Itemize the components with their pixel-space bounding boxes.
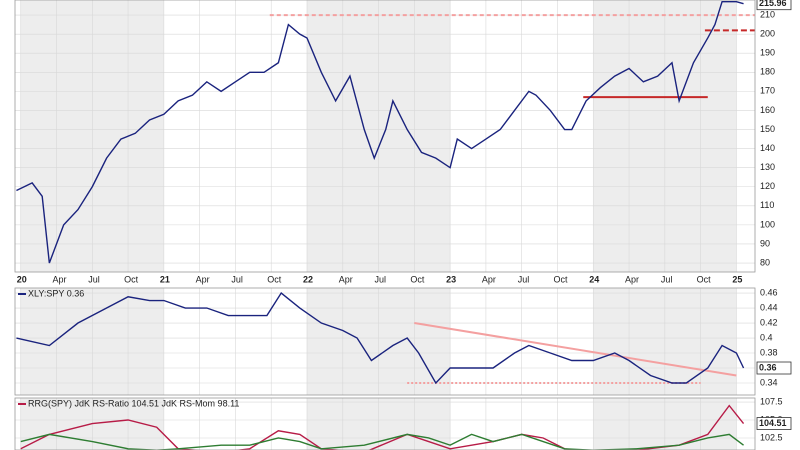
y-tick-label: 0.42 [760, 317, 778, 327]
y-tick-label: 90 [760, 238, 770, 248]
x-tick-label: 24 [589, 274, 599, 284]
y-tick-label: 102.5 [760, 432, 783, 442]
plot-area [15, 288, 755, 395]
x-tick-label: Jul [88, 274, 100, 284]
plot-area [15, 0, 755, 272]
x-tick-label: Jul [375, 274, 387, 284]
panel-title: RRG(SPY) JdK RS-Ratio 104.51 JdK RS-Mom … [28, 398, 239, 408]
panel-border [14, 0, 756, 273]
y-tick-label: 150 [760, 124, 775, 134]
y-tick-label: 210 [760, 9, 775, 19]
series-line [16, 291, 745, 385]
last-value-box [756, 0, 792, 11]
x-tick-label: Apr [196, 274, 210, 284]
x-tick-label: 22 [303, 274, 313, 284]
y-tick-label: 0.34 [760, 377, 778, 387]
x-tick-label: Apr [625, 274, 639, 284]
y-tick-label: 0.4 [760, 332, 773, 342]
x-tick-label: Apr [53, 274, 67, 284]
x-tick-label: Oct [697, 274, 712, 284]
y-tick-label: 120 [760, 181, 775, 191]
last-value-label: 104.51 [759, 418, 787, 428]
x-tick-label: Oct [267, 274, 282, 284]
x-tick-label: Jul [231, 274, 243, 284]
last-value-box [756, 417, 792, 430]
y-tick-label: 0.38 [760, 347, 778, 357]
y-tick-label: 170 [760, 86, 775, 96]
y-tick-label: 107.5 [760, 396, 783, 406]
x-tick-label: Apr [482, 274, 496, 284]
y-tick-label: 100 [760, 219, 775, 229]
x-tick-label: 23 [446, 274, 456, 284]
y-tick-label: 110 [760, 200, 774, 210]
x-tick-label: Jul [661, 274, 673, 284]
y-tick-label: 140 [760, 143, 775, 153]
y-tick-label: 0.44 [760, 302, 778, 312]
y-tick-label: 130 [760, 162, 775, 172]
x-tick-label: Oct [553, 274, 568, 284]
x-tick-label: Oct [410, 274, 425, 284]
x-tick-label: Apr [339, 274, 353, 284]
y-tick-label: 0.46 [760, 287, 778, 297]
y-tick-label: 180 [760, 67, 775, 77]
x-tick-label: 20 [17, 274, 27, 284]
y-tick-label: 200 [760, 29, 775, 39]
panel-title: XLY:SPY 0.36 [28, 288, 84, 298]
panel-border [14, 397, 756, 450]
last-value-label: 215.96 [759, 0, 787, 8]
x-tick-label: Oct [124, 274, 139, 284]
last-value-label: 0.36 [759, 362, 777, 372]
panel-border [14, 287, 756, 396]
y-tick-label: 190 [760, 48, 775, 58]
y-tick-label: 160 [760, 105, 775, 115]
x-tick-label: 25 [732, 274, 742, 284]
x-tick-label: Jul [518, 274, 530, 284]
trend-line [414, 322, 737, 377]
series-line [20, 404, 745, 450]
last-value-box [756, 361, 792, 375]
x-tick-label: 21 [160, 274, 170, 284]
y-tick-label: 80 [760, 257, 770, 267]
series-line [16, 1, 744, 264]
